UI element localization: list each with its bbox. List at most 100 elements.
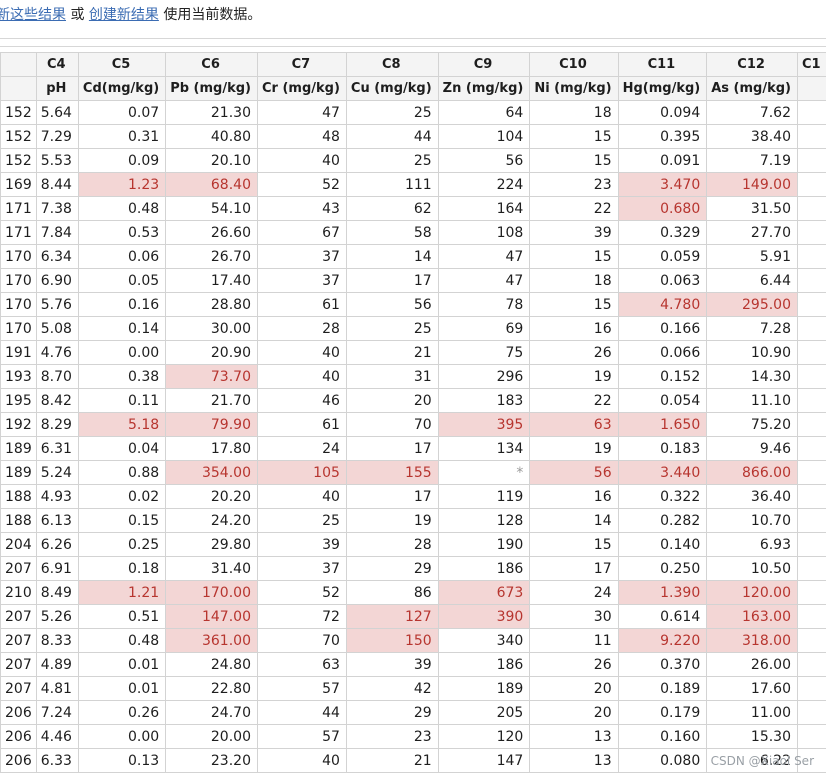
data-cell[interactable]: 47 [437,268,531,293]
data-cell[interactable]: 40 [256,340,347,365]
column-name-cell[interactable]: Hg(mg/kg) [617,76,708,101]
data-cell[interactable]: 1.650 [617,412,708,437]
data-cell[interactable]: 56 [529,460,619,485]
data-cell[interactable]: 0.06 [77,244,167,269]
data-cell[interactable]: 15 [529,244,619,269]
data-cell[interactable]: 0.16 [77,292,167,317]
column-header[interactable]: C6 [165,52,258,77]
data-cell[interactable]: 0.15 [77,508,167,533]
data-cell[interactable]: 40 [256,484,347,509]
data-cell[interactable]: 15 [529,124,619,149]
table-row[interactable]: 152 5.64 0.07 21.30 47 25 64 18 0.094 7.62 [0,100,826,125]
data-cell[interactable]: 22.80 [165,676,258,701]
data-cell[interactable]: 205 [437,700,531,725]
data-cell[interactable]: 340 [437,628,531,653]
row-id-cell[interactable]: 206 [0,748,37,773]
data-cell[interactable]: 0.250 [617,556,708,581]
data-cell[interactable]: 105 [256,460,347,485]
table-row[interactable]: 170 6.34 0.06 26.70 37 14 47 15 0.059 5.91 [0,244,826,269]
data-cell[interactable] [797,700,826,725]
data-cell[interactable]: 69 [437,316,531,341]
data-cell[interactable]: 0.53 [77,220,167,245]
data-cell[interactable]: 1.21 [77,580,167,605]
column-name-cell[interactable]: Ni (mg/kg) [529,76,619,101]
data-cell[interactable]: 0.059 [617,244,708,269]
data-cell[interactable]: 16 [529,316,619,341]
data-cell[interactable]: 0.00 [77,724,167,749]
data-cell[interactable]: 26.60 [165,220,258,245]
data-cell[interactable]: 8.44 [35,172,79,197]
row-id-cell[interactable]: 207 [0,556,37,581]
row-id-cell[interactable]: 189 [0,460,37,485]
data-cell[interactable]: 28.80 [165,292,258,317]
table-row[interactable]: 152 7.29 0.31 40.80 48 44 104 15 0.395 38.40 [0,124,826,149]
row-id-cell[interactable]: 204 [0,532,37,557]
column-name-cell[interactable]: As (mg/kg) [706,76,798,101]
data-cell[interactable]: 26 [529,340,619,365]
table-row[interactable]: 207 4.89 0.01 24.80 63 39 186 26 0.370 26.00 [0,652,826,677]
data-cell[interactable]: 75.20 [706,412,798,437]
data-cell[interactable]: 8.49 [35,580,79,605]
data-cell[interactable]: 119 [437,484,531,509]
column-name-cell[interactable]: Zn (mg/kg) [437,76,531,101]
data-cell[interactable]: 186 [437,556,531,581]
data-cell[interactable]: 28 [345,532,439,557]
data-cell[interactable]: 19 [345,508,439,533]
data-cell[interactable]: 22 [529,196,619,221]
data-cell[interactable]: 8.29 [35,412,79,437]
table-row[interactable]: 171 7.38 0.48 54.10 43 62 164 22 0.680 31.50 [0,196,826,221]
data-cell[interactable]: 57 [256,676,347,701]
data-cell[interactable]: 0.189 [617,676,708,701]
data-cell[interactable]: 673 [437,580,531,605]
data-cell[interactable]: 72 [256,604,347,629]
row-id-cell[interactable]: 170 [0,268,37,293]
data-cell[interactable]: 19 [529,364,619,389]
data-cell[interactable]: 4.46 [35,724,79,749]
data-cell[interactable] [797,628,826,653]
data-cell[interactable]: 0.05 [77,268,167,293]
worksheet-body[interactable]: 152 5.64 0.07 21.30 47 25 64 18 0.094 7.62 152 7.29… [0,100,826,773]
table-row[interactable]: 195 8.42 0.11 21.70 46 20 183 22 0.054 11.10 [0,388,826,413]
data-cell[interactable]: 6.93 [706,532,798,557]
data-cell[interactable]: * [437,460,531,485]
data-cell[interactable]: 25 [256,508,347,533]
data-cell[interactable]: 186 [437,652,531,677]
data-cell[interactable]: 0.31 [77,124,167,149]
data-cell[interactable]: 9.46 [706,436,798,461]
data-cell[interactable]: 64 [437,100,531,125]
data-cell[interactable]: 5.08 [35,316,79,341]
data-cell[interactable] [797,652,826,677]
data-cell[interactable]: 11.00 [706,700,798,725]
data-cell[interactable]: 295.00 [706,292,798,317]
data-cell[interactable]: 79.90 [165,412,258,437]
data-cell[interactable]: 0.066 [617,340,708,365]
table-row[interactable]: 191 4.76 0.00 20.90 40 21 75 26 0.066 10.90 [0,340,826,365]
data-cell[interactable]: 29 [345,556,439,581]
data-cell[interactable]: 39 [529,220,619,245]
data-cell[interactable]: 70 [256,628,347,653]
data-cell[interactable]: 40.80 [165,124,258,149]
data-cell[interactable]: 15 [529,148,619,173]
data-cell[interactable]: 13 [529,748,619,773]
data-cell[interactable]: 0.88 [77,460,167,485]
data-cell[interactable]: 4.780 [617,292,708,317]
column-header[interactable]: C7 [256,52,347,77]
row-id-cell[interactable]: 152 [0,148,37,173]
column-header[interactable]: C9 [437,52,531,77]
data-cell[interactable]: 38.40 [706,124,798,149]
data-cell[interactable] [797,220,826,245]
column-header[interactable]: C1 [797,52,826,77]
data-cell[interactable] [797,148,826,173]
table-row[interactable]: 188 6.13 0.15 24.20 25 19 128 14 0.282 10.70 [0,508,826,533]
data-cell[interactable] [797,484,826,509]
data-cell[interactable]: 0.13 [77,748,167,773]
refresh-results-link[interactable]: 新这些结果 [0,7,66,23]
row-id-cell[interactable]: 171 [0,220,37,245]
data-cell[interactable] [797,724,826,749]
data-cell[interactable] [797,364,826,389]
data-cell[interactable]: 20 [529,676,619,701]
data-cell[interactable]: 7.24 [35,700,79,725]
table-row[interactable]: 170 5.08 0.14 30.00 28 25 69 16 0.166 7.28 [0,316,826,341]
data-cell[interactable]: 44 [345,124,439,149]
data-cell[interactable]: 120 [437,724,531,749]
